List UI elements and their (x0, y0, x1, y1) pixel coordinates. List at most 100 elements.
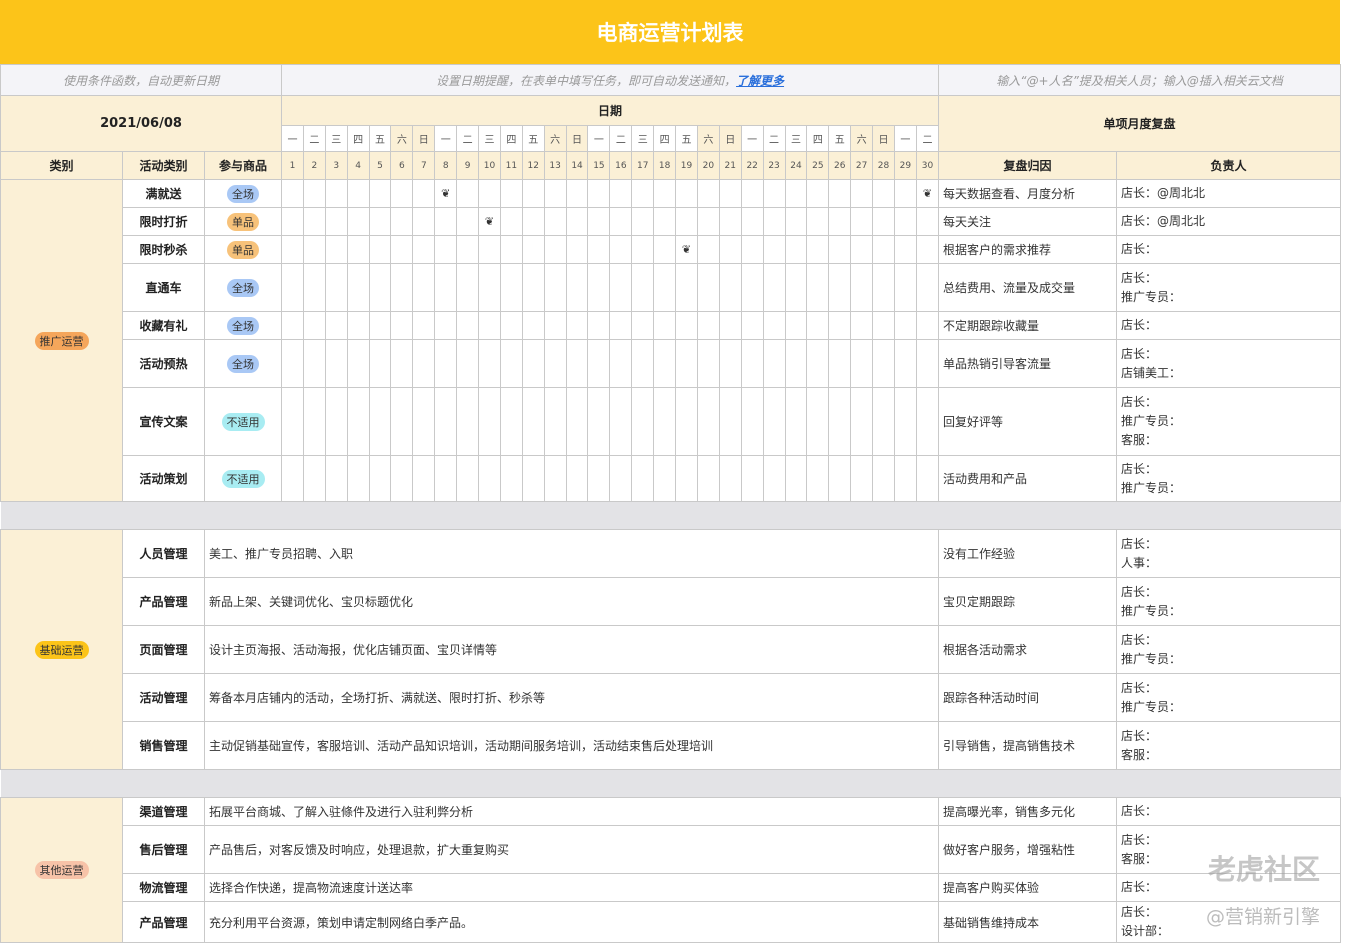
day-cell[interactable] (434, 455, 458, 502)
day-cell[interactable] (543, 235, 567, 264)
day-cell[interactable] (543, 263, 567, 312)
day-cell[interactable] (281, 387, 304, 456)
day-cell[interactable] (478, 387, 501, 456)
day-cell[interactable] (718, 387, 742, 456)
day-cell[interactable] (302, 235, 326, 264)
day-cell[interactable]: ❦ (915, 179, 940, 208)
day-cell[interactable] (762, 387, 786, 456)
day-cell[interactable] (499, 387, 523, 456)
day-cell[interactable] (762, 263, 786, 312)
day-cell[interactable] (784, 339, 808, 388)
day-cell[interactable] (696, 311, 720, 340)
day-cell[interactable] (565, 455, 589, 502)
owner-cell[interactable]: 店长：@周北北 (1116, 207, 1342, 236)
day-cell[interactable] (324, 179, 348, 208)
day-cell[interactable] (696, 387, 720, 456)
day-cell[interactable] (631, 263, 655, 312)
day-cell[interactable] (390, 179, 414, 208)
goods-tag[interactable]: 不适用 (221, 469, 265, 488)
day-cell[interactable] (390, 387, 414, 456)
category-tag[interactable]: 推广运营 (34, 331, 89, 350)
description-cell[interactable]: 产品售后，对客反馈及时响应，处理退款，扩大重复购买 (203, 825, 940, 874)
day-cell[interactable] (543, 207, 567, 236)
day-cell[interactable] (587, 179, 611, 208)
day-cell[interactable] (653, 263, 677, 312)
day-cell[interactable] (675, 311, 698, 340)
day-cell[interactable] (675, 207, 698, 236)
day-cell[interactable] (893, 207, 917, 236)
day-cell[interactable] (609, 179, 633, 208)
day-cell[interactable] (346, 263, 370, 312)
day-cell[interactable] (893, 455, 917, 502)
day-cell[interactable] (281, 263, 304, 312)
day-cell[interactable] (915, 263, 940, 312)
day-cell[interactable] (346, 339, 370, 388)
day-cell[interactable] (872, 455, 895, 502)
day-cell[interactable] (850, 179, 874, 208)
owner-cell[interactable]: 店长： 推广专员： (1116, 263, 1342, 312)
day-cell[interactable] (434, 339, 458, 388)
day-cell[interactable] (434, 263, 458, 312)
day-cell[interactable] (499, 339, 523, 388)
day-cell[interactable] (565, 207, 589, 236)
day-cell[interactable] (324, 263, 348, 312)
day-cell[interactable] (456, 207, 480, 236)
day-cell[interactable] (915, 455, 940, 502)
day-cell[interactable] (587, 311, 611, 340)
day-cell[interactable] (850, 207, 874, 236)
day-cell[interactable] (740, 455, 764, 502)
owner-cell[interactable]: 店长： 设计部： (1116, 901, 1342, 943)
day-cell[interactable] (850, 235, 874, 264)
day-cell[interactable] (653, 235, 677, 264)
day-cell[interactable] (412, 179, 436, 208)
activity-cell[interactable]: 产品管理 (122, 577, 205, 626)
day-cell[interactable] (324, 311, 348, 340)
day-cell[interactable] (850, 387, 874, 456)
goods-cell[interactable]: 全场 (203, 339, 283, 388)
day-cell[interactable] (653, 339, 677, 388)
day-cell[interactable] (456, 179, 480, 208)
day-cell[interactable] (893, 235, 917, 264)
day-cell[interactable] (872, 207, 895, 236)
reason-cell[interactable]: 跟踪各种活动时间 (938, 673, 1118, 722)
day-cell[interactable] (565, 179, 589, 208)
day-cell[interactable] (872, 311, 895, 340)
day-cell[interactable] (915, 387, 940, 456)
reason-cell[interactable]: 每天数据查看、月度分析 (938, 179, 1118, 208)
day-cell[interactable] (740, 207, 764, 236)
reason-cell[interactable]: 不定期跟踪收藏量 (938, 311, 1118, 340)
day-cell[interactable] (850, 263, 874, 312)
day-cell[interactable] (587, 387, 611, 456)
reason-cell[interactable]: 做好客户服务，增强粘性 (938, 825, 1118, 874)
day-cell[interactable] (675, 387, 698, 456)
day-cell[interactable] (915, 235, 940, 264)
day-cell[interactable] (872, 235, 895, 264)
day-cell[interactable] (412, 455, 436, 502)
day-cell[interactable] (587, 263, 611, 312)
day-cell[interactable] (784, 387, 808, 456)
owner-cell[interactable]: 店长： 店铺美工： (1116, 339, 1342, 388)
day-cell[interactable] (828, 339, 852, 388)
reason-cell[interactable]: 根据各活动需求 (938, 625, 1118, 674)
day-cell[interactable] (718, 179, 742, 208)
day-cell[interactable] (302, 387, 326, 456)
day-cell[interactable] (762, 455, 786, 502)
goods-cell[interactable]: 全场 (203, 311, 283, 340)
day-cell[interactable] (346, 207, 370, 236)
reason-cell[interactable]: 提高客户购买体验 (938, 873, 1118, 902)
day-cell[interactable] (521, 235, 545, 264)
day-cell[interactable] (565, 311, 589, 340)
day-cell[interactable] (762, 235, 786, 264)
category-tag[interactable]: 基础运营 (34, 640, 89, 659)
day-cell[interactable] (806, 179, 830, 208)
day-cell[interactable] (806, 387, 830, 456)
day-cell[interactable] (368, 263, 392, 312)
reason-cell[interactable]: 活动费用和产品 (938, 455, 1118, 502)
day-cell[interactable] (521, 455, 545, 502)
day-cell[interactable] (587, 235, 611, 264)
day-cell[interactable] (565, 387, 589, 456)
goods-tag[interactable]: 单品 (227, 240, 259, 259)
day-cell[interactable] (324, 339, 348, 388)
day-cell[interactable] (696, 455, 720, 502)
day-cell[interactable] (718, 339, 742, 388)
